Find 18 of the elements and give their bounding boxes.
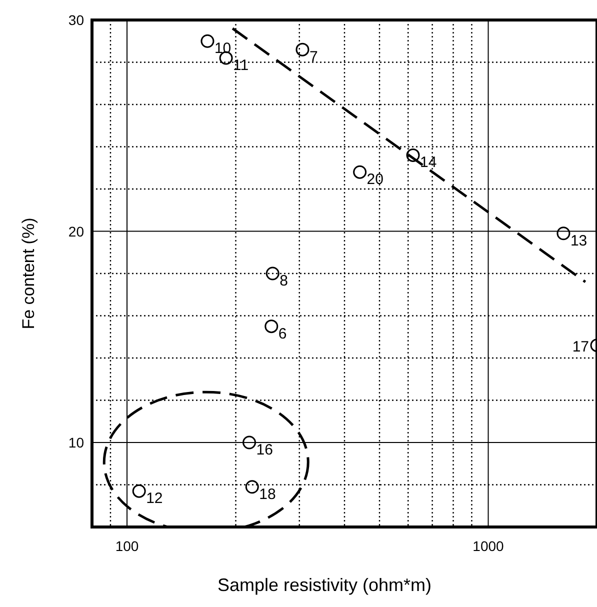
annotation: 17: [572, 338, 589, 356]
x-tick-label: 1000: [472, 538, 504, 554]
x-tick-label: 100: [115, 538, 139, 554]
y-tick-label: 20: [68, 223, 84, 240]
y-axis-title: Fe content (%): [19, 218, 38, 330]
annotation: 16: [256, 442, 273, 458]
annotation: 6: [278, 325, 287, 342]
annotation: 11: [233, 57, 249, 74]
annotation: 7: [309, 48, 318, 66]
annotation: 8: [280, 272, 288, 290]
x-axis-title: Sample resistivity (ohm*m): [217, 575, 432, 595]
annotation: 18: [259, 486, 276, 503]
y-tick-label: 10: [68, 434, 84, 450]
annotation: 14: [420, 154, 437, 172]
y-tick-label: 30: [68, 12, 84, 28]
annotation: 13: [570, 232, 588, 250]
annotation: 20: [366, 171, 384, 188]
annotation: 12: [146, 490, 163, 508]
